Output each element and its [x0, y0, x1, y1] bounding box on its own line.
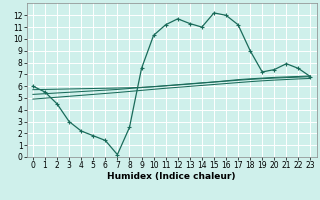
X-axis label: Humidex (Indice chaleur): Humidex (Indice chaleur)	[108, 172, 236, 181]
